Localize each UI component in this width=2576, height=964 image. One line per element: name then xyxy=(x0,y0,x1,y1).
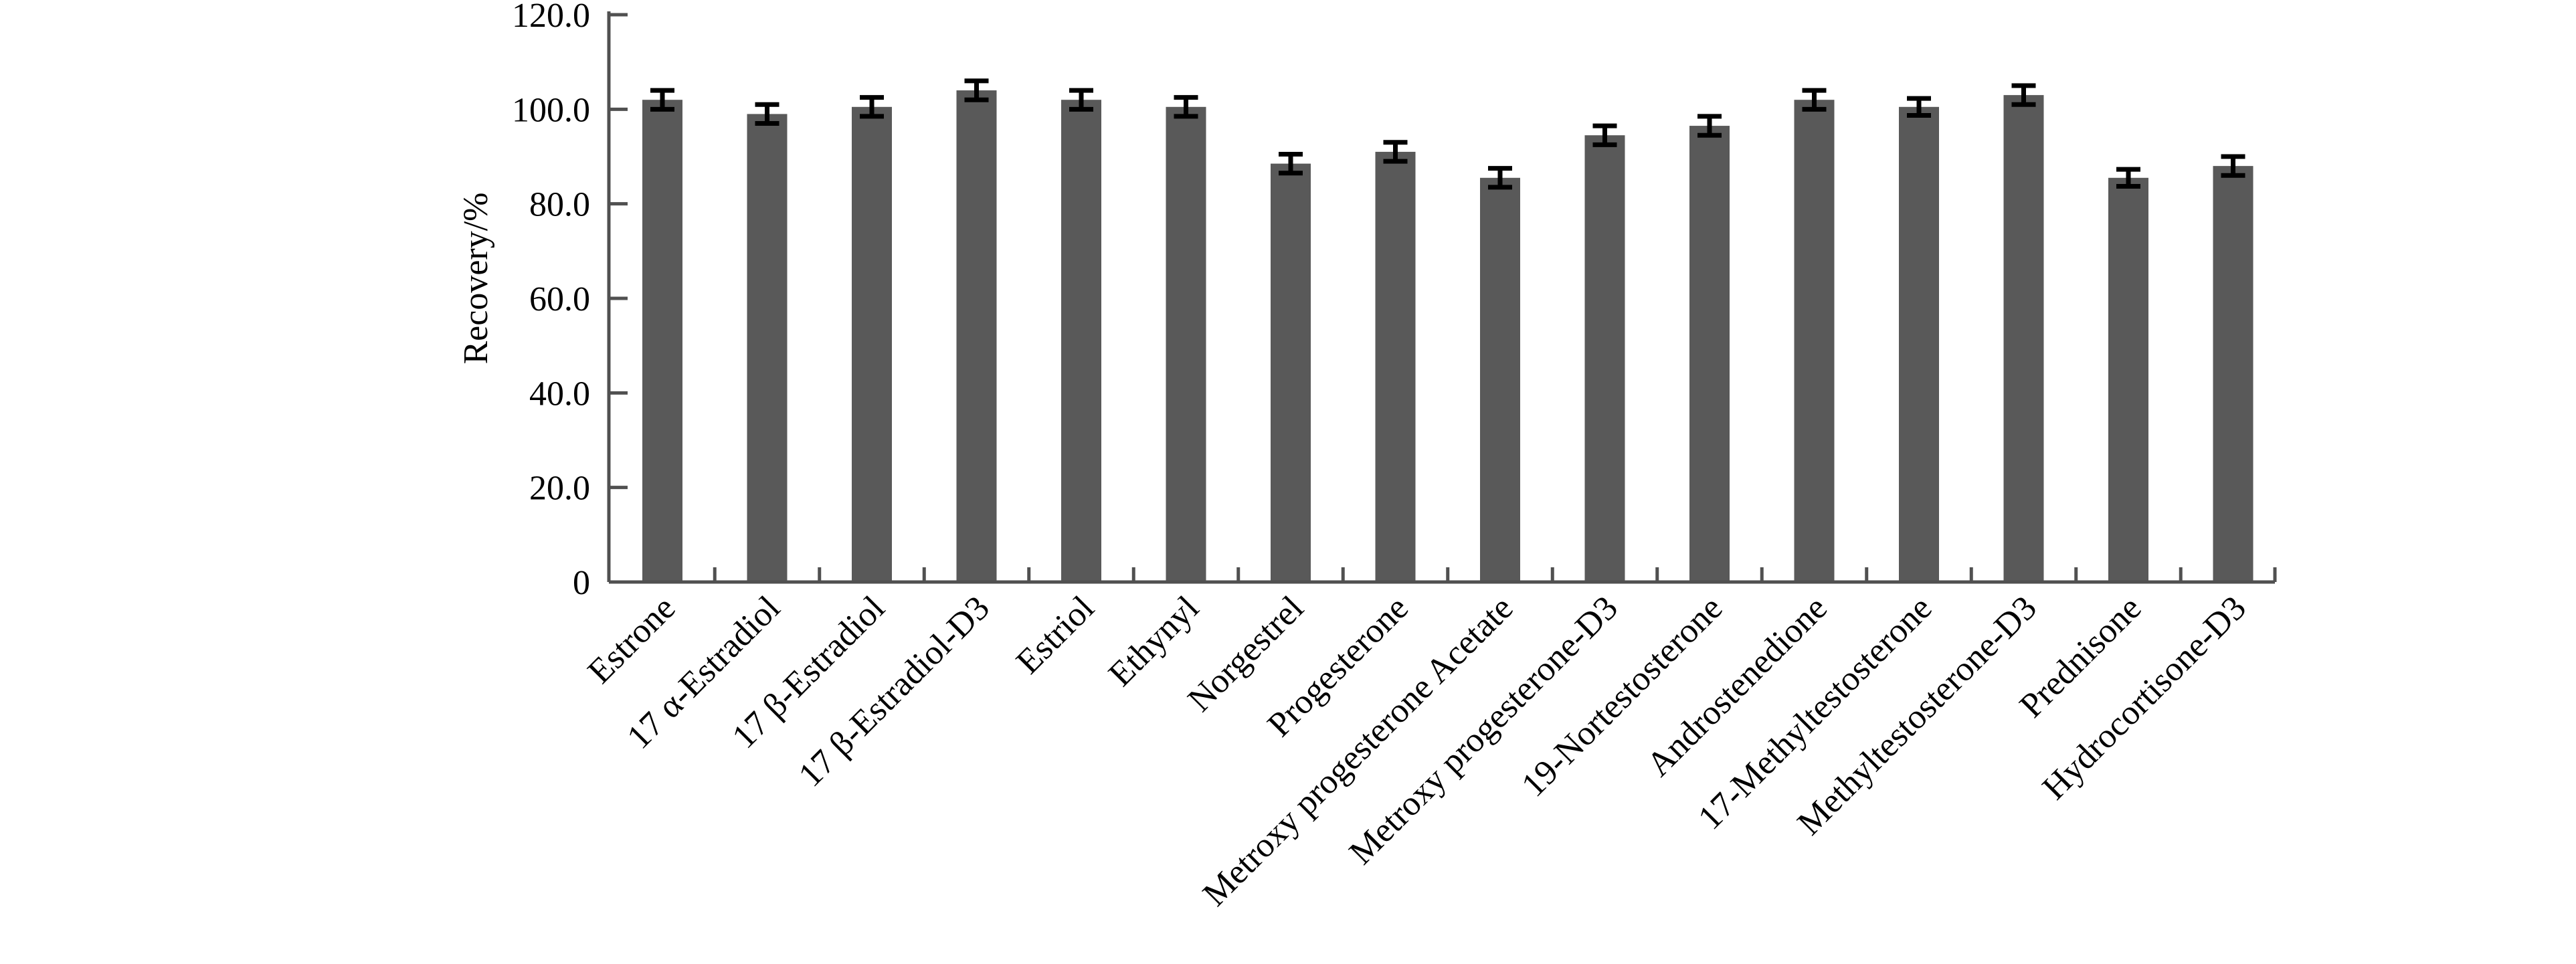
error-bar xyxy=(2116,167,2140,189)
x-tick-label: Hydrocortisone-D3 xyxy=(2035,589,2253,807)
error-bar xyxy=(1802,88,1827,112)
x-tick-label: 17 β-Estradiol-D3 xyxy=(792,589,997,794)
bar xyxy=(747,114,788,582)
y-tick-label: 40.0 xyxy=(529,375,590,413)
bar xyxy=(1899,106,1939,583)
error-bar xyxy=(964,78,989,102)
x-tick-label: Estrone xyxy=(581,589,683,691)
bar xyxy=(1689,126,1730,583)
y-tick-label: 100.0 xyxy=(512,91,590,129)
error-bar xyxy=(1383,140,1408,164)
bar xyxy=(1584,135,1625,582)
error-bars-group xyxy=(650,78,2245,190)
bar xyxy=(1794,100,1835,582)
error-bar xyxy=(1907,96,1931,118)
bar xyxy=(2003,95,2044,583)
x-tick-label: Ethynyl xyxy=(1101,589,1206,694)
error-bar xyxy=(860,95,884,119)
error-bar xyxy=(1697,114,1722,138)
error-bar xyxy=(1069,88,1093,112)
y-tick-label: 120.0 xyxy=(512,0,590,35)
error-bar xyxy=(1279,151,1303,176)
bar xyxy=(2213,166,2253,583)
bar xyxy=(2108,177,2148,582)
bar xyxy=(1061,100,1101,582)
bar xyxy=(1166,106,1206,583)
error-bar xyxy=(2011,83,2036,107)
error-bar xyxy=(755,102,779,126)
y-axis-title: Recovery/% xyxy=(457,192,495,364)
bar xyxy=(956,90,997,583)
error-bar xyxy=(1174,95,1198,119)
error-bar xyxy=(1592,123,1617,147)
bar xyxy=(1480,177,1520,582)
bar xyxy=(1271,163,1311,583)
x-tick-label: Androstenedione xyxy=(1639,589,1835,784)
y-tick-label: 80.0 xyxy=(529,186,590,224)
x-tick-label: Estriol xyxy=(1009,589,1101,681)
error-bar xyxy=(2221,154,2245,178)
bars-group xyxy=(642,90,2253,583)
y-tick-label: 60.0 xyxy=(529,280,590,318)
bar xyxy=(642,100,682,582)
bar xyxy=(852,106,892,583)
y-ticks-group: 0 20.0 40.0 60.0 80.0 100.0 120.0 xyxy=(512,0,628,602)
y-tick-label: 0 xyxy=(573,564,590,602)
error-bar xyxy=(1488,166,1512,190)
bar xyxy=(1375,151,1416,582)
y-tick-label: 20.0 xyxy=(529,470,590,508)
error-bar xyxy=(650,88,674,112)
x-tick-label: 19-Nortestosterone xyxy=(1514,589,1730,804)
